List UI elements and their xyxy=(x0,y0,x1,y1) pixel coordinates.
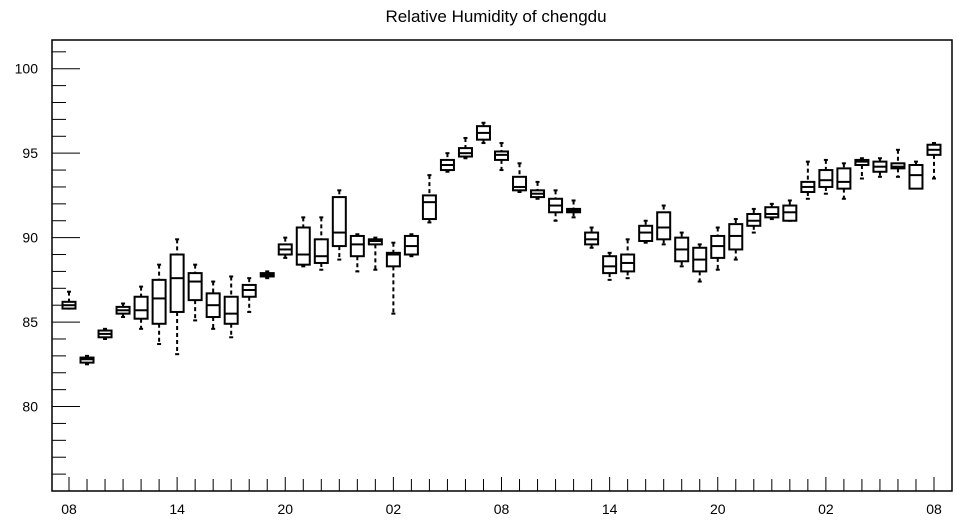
x-tick-label: 08 xyxy=(494,501,510,517)
box-item xyxy=(223,275,239,339)
box-item xyxy=(61,290,77,310)
y-tick-label: 95 xyxy=(22,145,38,161)
box-item xyxy=(926,142,942,180)
box-item xyxy=(584,226,600,249)
box-item xyxy=(854,157,870,180)
chart-title: Relative Humidity of chengdu xyxy=(385,7,606,26)
x-tick-label: 02 xyxy=(386,501,402,517)
box-item xyxy=(421,174,437,224)
box-item xyxy=(674,231,690,268)
y-tick-label: 100 xyxy=(15,61,39,77)
box-item xyxy=(908,160,924,190)
box-item xyxy=(818,158,834,195)
x-tick-label: 14 xyxy=(169,501,185,517)
box-item xyxy=(512,162,528,194)
y-tick-label: 90 xyxy=(22,230,38,246)
x-tick-label: 02 xyxy=(818,501,834,517)
box-body xyxy=(331,196,347,248)
box-item xyxy=(241,277,257,313)
box-item xyxy=(385,241,401,315)
x-tick-label: 20 xyxy=(277,501,293,517)
box-item xyxy=(133,285,149,330)
box-item xyxy=(97,327,113,340)
box-item xyxy=(530,180,546,200)
box-body xyxy=(313,238,329,264)
x-axis: 08 14 20 02 08 14 20 02 08 xyxy=(61,477,942,517)
box-body xyxy=(385,251,401,268)
box-series xyxy=(61,121,942,366)
box-item xyxy=(494,142,509,172)
box-body xyxy=(187,272,203,302)
y-axis: 80 85 90 95 100 xyxy=(15,51,80,475)
box-item xyxy=(151,263,167,346)
box-item xyxy=(656,204,672,246)
box-body xyxy=(656,211,672,241)
x-tick-label: 20 xyxy=(710,501,726,517)
box-item xyxy=(367,236,383,271)
box-item xyxy=(548,189,564,222)
box-body xyxy=(133,295,149,320)
box-item xyxy=(692,243,708,283)
box-item xyxy=(403,233,419,258)
box-item xyxy=(836,162,852,200)
box-item xyxy=(638,219,654,244)
box-body xyxy=(223,295,239,325)
box-item xyxy=(295,216,311,268)
box-item xyxy=(746,207,762,234)
box-item xyxy=(259,270,275,280)
box-item xyxy=(79,354,95,366)
box-item xyxy=(890,148,906,178)
box-item xyxy=(566,199,582,219)
plot-frame xyxy=(51,39,953,492)
box-body xyxy=(818,169,834,188)
box-item xyxy=(313,216,329,271)
box-item xyxy=(710,226,726,271)
box-body xyxy=(602,255,618,275)
box-item xyxy=(331,189,347,261)
box-item xyxy=(277,236,293,259)
box-item xyxy=(457,136,473,160)
box-item xyxy=(187,263,203,322)
box-item xyxy=(439,152,455,173)
box-item xyxy=(800,160,816,200)
box-item xyxy=(782,199,798,222)
box-item xyxy=(764,202,780,221)
box-body xyxy=(151,278,167,325)
y-tick-label: 80 xyxy=(22,399,38,415)
box-item xyxy=(349,233,365,273)
x-tick-label: 14 xyxy=(602,501,618,517)
box-body xyxy=(421,194,437,221)
box-item xyxy=(872,157,888,178)
box-item xyxy=(602,251,618,281)
box-body xyxy=(349,234,365,258)
box-item xyxy=(620,238,636,280)
box-body xyxy=(512,175,528,192)
box-item xyxy=(169,238,185,356)
x-tick-label: 08 xyxy=(61,501,77,517)
box-body xyxy=(764,206,780,219)
box-body xyxy=(836,167,852,190)
box-item xyxy=(115,302,131,319)
box-body xyxy=(908,163,924,190)
box-body xyxy=(169,253,185,313)
box-item xyxy=(728,218,744,261)
box-body xyxy=(295,226,311,266)
box-item xyxy=(475,121,491,145)
box-item xyxy=(205,280,221,330)
x-tick-label: 08 xyxy=(926,501,942,517)
y-tick-label: 85 xyxy=(22,314,38,330)
